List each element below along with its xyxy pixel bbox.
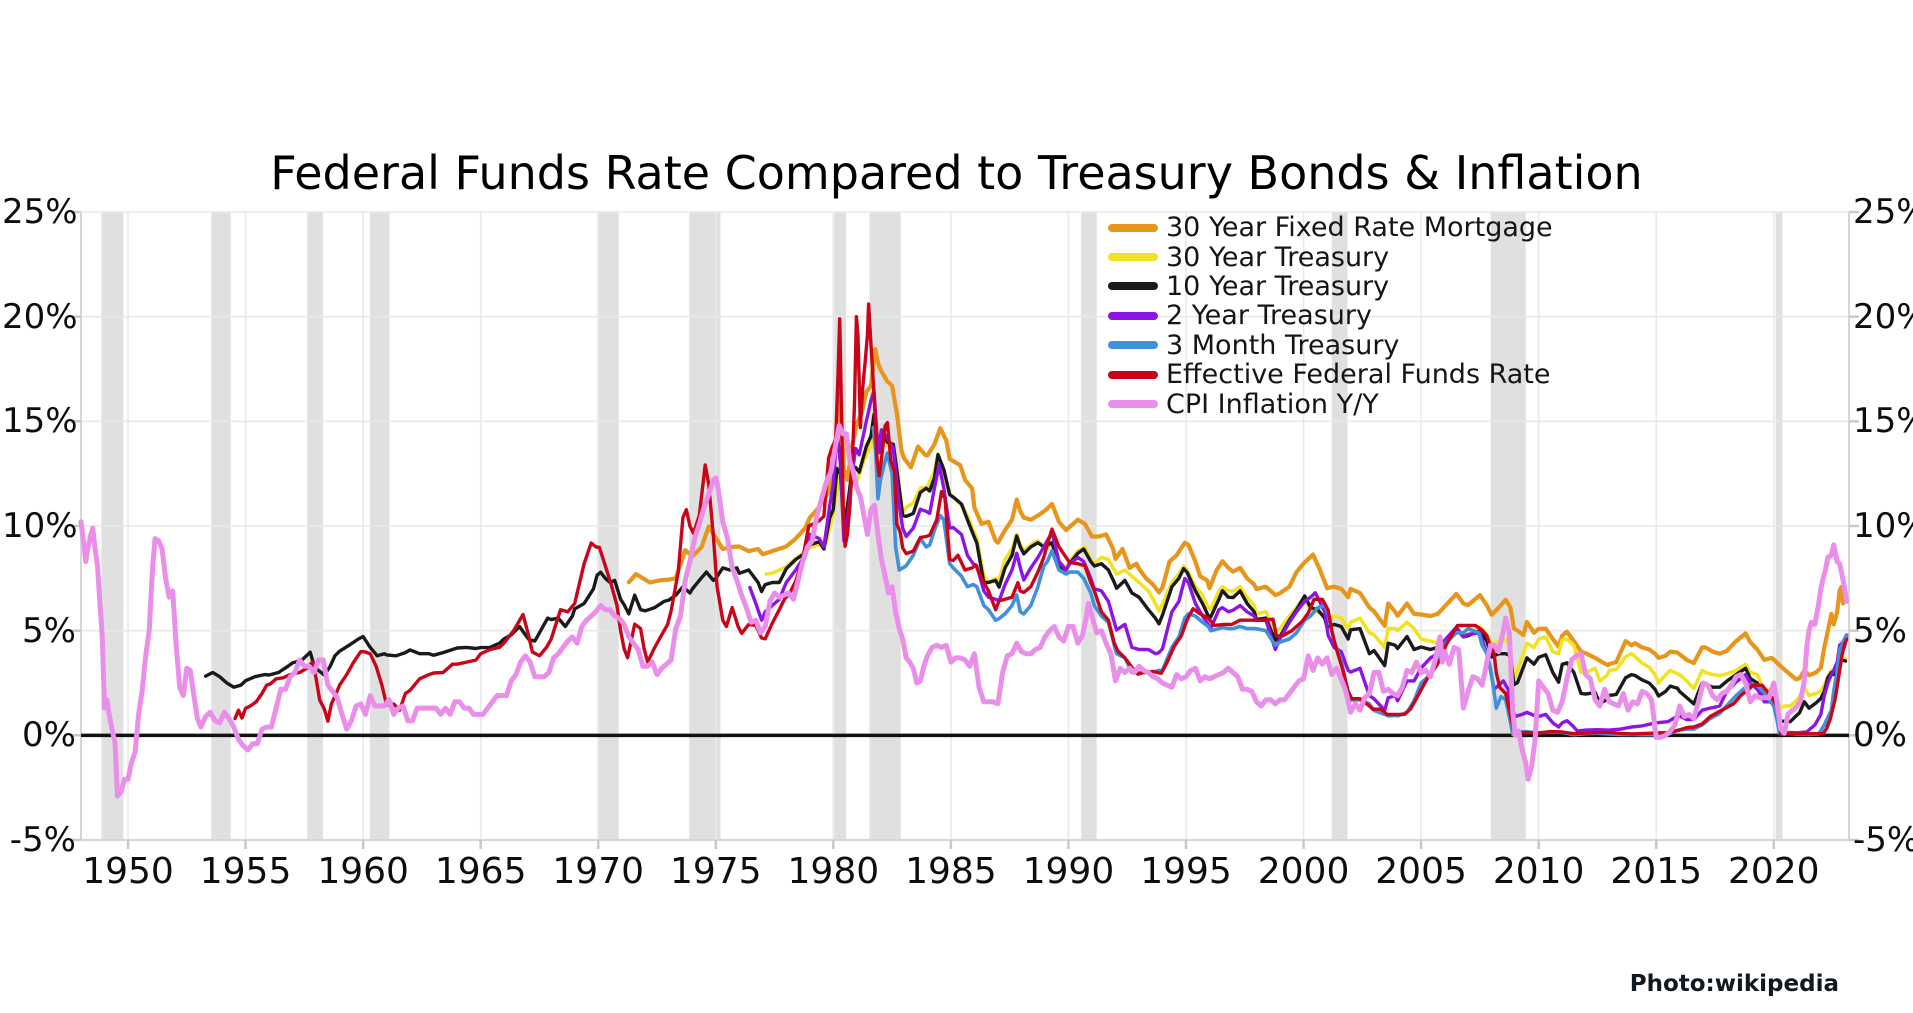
legend-label-30-year-fixed-rate-mortgage: 30 Year Fixed Rate Mortgage (1166, 212, 1553, 244)
legend-label-30-year-treasury: 30 Year Treasury (1166, 241, 1390, 273)
y-tick-label-left: 0% (22, 715, 76, 756)
x-tick-label: 2015 (1610, 851, 1703, 892)
x-tick-label: 1955 (199, 851, 292, 892)
y-tick-label-right: 0% (1853, 715, 1907, 756)
y-tick-label-left: 25% (2, 192, 78, 232)
x-tick-label: 1990 (1022, 851, 1115, 892)
x-tick-label: 1975 (669, 851, 762, 892)
legend-label-2-year-treasury: 2 Year Treasury (1166, 300, 1372, 332)
legend-item-3-month-treasury: 3 Month Treasury (1108, 331, 1553, 360)
y-tick-label-right: -5% (1853, 820, 1913, 860)
legend-item-30-year-treasury: 30 Year Treasury (1108, 241, 1553, 273)
legend-swatch-effective-federal-funds-rate (1108, 370, 1158, 379)
y-tick-label-left: 5% (22, 610, 76, 651)
legend-label-3-month-treasury: 3 Month Treasury (1166, 329, 1400, 361)
y-tick-label-left: 15% (2, 401, 78, 442)
legend-item-effective-federal-funds-rate: Effective Federal Funds Rate (1108, 360, 1553, 389)
y-tick-label-left: 20% (2, 296, 78, 337)
legend-swatch-30-year-treasury (1108, 253, 1158, 262)
legend-swatch-30-year-fixed-rate-mortgage (1108, 223, 1158, 232)
x-tick-label: 2005 (1375, 851, 1467, 892)
series-line-effective-federal-funds-rate (233, 302, 1849, 736)
legend-label-cpi-inflation-y-y: CPI Inflation Y/Y (1166, 388, 1379, 420)
photo-credit: Photo:wikipedia (1629, 971, 1839, 997)
y-tick-label-right: 5% (1853, 610, 1907, 651)
series-line-cpi-inflation-y-y (78, 423, 1850, 799)
legend-item-30-year-fixed-rate-mortgage: 30 Year Fixed Rate Mortgage (1108, 213, 1553, 242)
y-tick-label-right: 10% (1853, 506, 1913, 546)
x-tick-label: 1960 (317, 851, 409, 892)
legend-item-10-year-treasury: 10 Year Treasury (1108, 272, 1553, 301)
x-tick-label: 2000 (1257, 851, 1350, 892)
legend-item-2-year-treasury: 2 Year Treasury (1108, 301, 1553, 330)
legend-swatch-10-year-treasury (1108, 282, 1158, 291)
y-tick-label-right: 20% (1853, 296, 1913, 337)
x-tick-label: 1995 (1140, 851, 1232, 892)
x-tick-label: 1985 (905, 851, 997, 892)
legend-swatch-2-year-treasury (1108, 311, 1158, 320)
x-tick-label: 2010 (1492, 851, 1585, 892)
y-tick-label-left: 10% (2, 506, 78, 546)
y-tick-label-right: 25% (1853, 192, 1913, 232)
chart-title: Federal Funds Rate Compared to Treasury … (270, 146, 1643, 200)
legend-label-effective-federal-funds-rate: Effective Federal Funds Rate (1166, 359, 1551, 391)
x-tick-label: 1950 (82, 851, 174, 892)
legend-item-cpi-inflation-y-y: CPI Inflation Y/Y (1108, 388, 1553, 420)
legend-swatch-cpi-inflation-y-y (1108, 400, 1158, 409)
y-tick-label-left: -5% (9, 820, 76, 860)
legend-label-10-year-treasury: 10 Year Treasury (1166, 270, 1390, 302)
legend: 30 Year Fixed Rate Mortgage 30 Year Treas… (1108, 213, 1553, 419)
x-tick-label: 1980 (787, 851, 880, 892)
x-tick-label: 1965 (434, 851, 527, 892)
x-tick-label: 2020 (1727, 851, 1820, 892)
y-tick-label-right: 15% (1853, 401, 1913, 442)
x-tick-label: 1970 (552, 851, 645, 892)
legend-swatch-3-month-treasury (1108, 341, 1158, 350)
